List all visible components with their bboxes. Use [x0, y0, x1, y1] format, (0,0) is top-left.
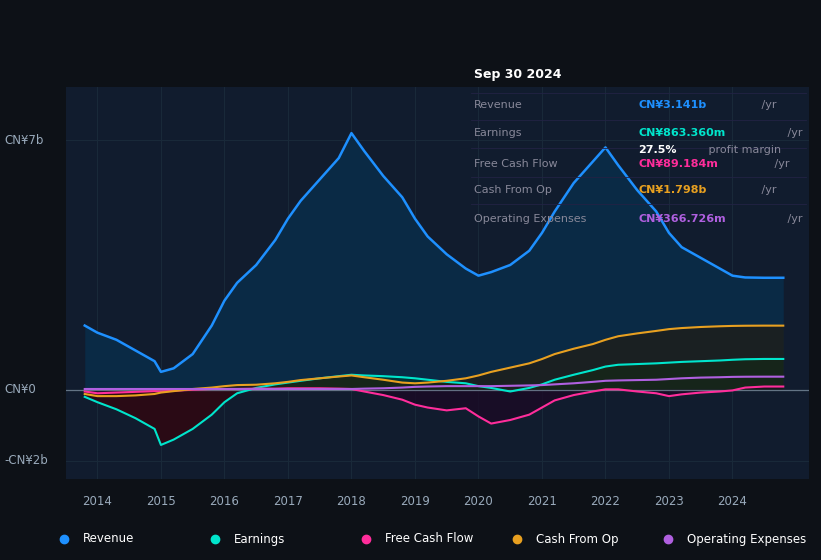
- Text: Earnings: Earnings: [234, 533, 285, 545]
- Text: 2022: 2022: [590, 494, 621, 508]
- Text: profit margin: profit margin: [704, 145, 781, 155]
- Text: Operating Expenses: Operating Expenses: [687, 533, 806, 545]
- Text: CN¥863.360m: CN¥863.360m: [639, 128, 726, 138]
- Text: /yr: /yr: [758, 185, 776, 195]
- Text: 2020: 2020: [464, 494, 493, 508]
- Text: /yr: /yr: [758, 100, 776, 110]
- Text: Earnings: Earnings: [475, 128, 523, 138]
- Text: Revenue: Revenue: [475, 100, 523, 110]
- Text: Cash From Op: Cash From Op: [475, 185, 553, 195]
- Text: Sep 30 2024: Sep 30 2024: [475, 68, 562, 81]
- Text: 2018: 2018: [337, 494, 366, 508]
- Text: /yr: /yr: [784, 128, 803, 138]
- Text: Free Cash Flow: Free Cash Flow: [385, 533, 473, 545]
- Text: Operating Expenses: Operating Expenses: [475, 214, 587, 224]
- Text: Cash From Op: Cash From Op: [536, 533, 618, 545]
- Text: Revenue: Revenue: [83, 533, 134, 545]
- Text: /yr: /yr: [771, 158, 790, 169]
- Text: 2014: 2014: [82, 494, 112, 508]
- Text: Free Cash Flow: Free Cash Flow: [475, 158, 558, 169]
- Text: /yr: /yr: [784, 214, 803, 224]
- Text: 2021: 2021: [527, 494, 557, 508]
- Text: CN¥89.184m: CN¥89.184m: [639, 158, 718, 169]
- Text: 2024: 2024: [718, 494, 747, 508]
- Text: 2019: 2019: [400, 494, 430, 508]
- Text: CN¥366.726m: CN¥366.726m: [639, 214, 726, 224]
- Text: 2016: 2016: [209, 494, 240, 508]
- Text: 27.5%: 27.5%: [639, 145, 677, 155]
- Text: CN¥7b: CN¥7b: [4, 134, 44, 147]
- Text: CN¥0: CN¥0: [4, 383, 36, 396]
- Text: -CN¥2b: -CN¥2b: [4, 455, 48, 468]
- Text: 2023: 2023: [654, 494, 684, 508]
- Text: CN¥1.798b: CN¥1.798b: [639, 185, 707, 195]
- Text: 2015: 2015: [146, 494, 176, 508]
- Text: CN¥3.141b: CN¥3.141b: [639, 100, 707, 110]
- Text: 2017: 2017: [273, 494, 303, 508]
